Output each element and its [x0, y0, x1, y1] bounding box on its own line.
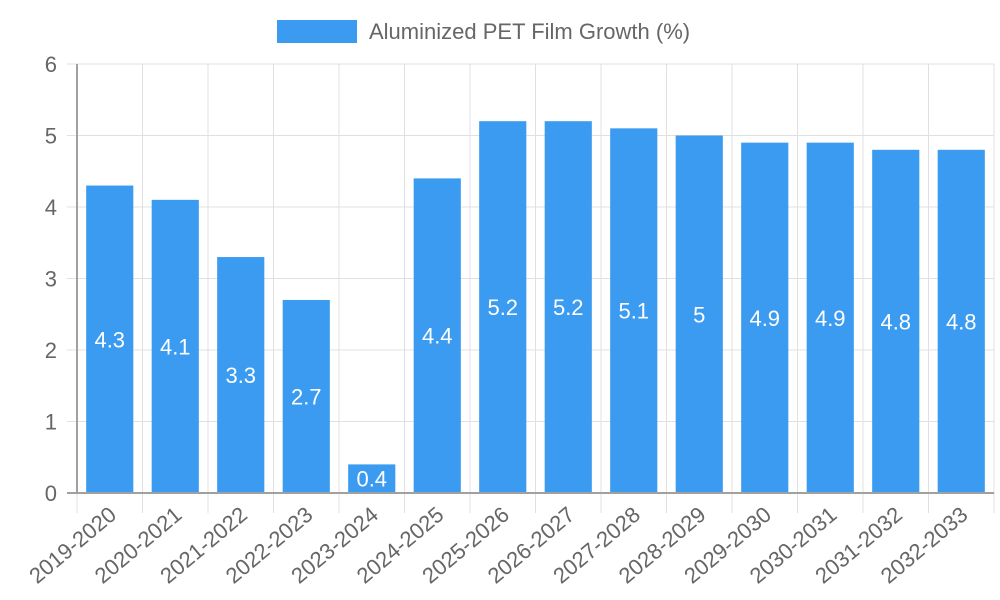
y-tick-label: 3 [45, 267, 57, 292]
bar[interactable] [741, 142, 789, 493]
bar[interactable] [413, 178, 461, 493]
y-axis-ticks: 0 1 2 3 4 5 6 [45, 52, 57, 506]
bar-2027-2028[interactable]: 5.1 [610, 128, 658, 493]
bar-value-label: 3.3 [225, 363, 256, 388]
bar-2031-2032[interactable]: 4.8 [872, 149, 920, 494]
bar-2028-2029[interactable]: 5 [675, 135, 723, 494]
bar[interactable] [282, 299, 330, 493]
bar[interactable] [544, 121, 592, 493]
bar-2025-2026[interactable]: 5.2 [479, 121, 527, 493]
y-tick-label: 6 [45, 52, 57, 77]
bar[interactable] [348, 464, 396, 493]
bar-value-label: 0.4 [356, 467, 387, 492]
bar[interactable] [610, 128, 658, 493]
x-axis-ticks: 2019-20202020-20212021-20222022-20232023… [24, 502, 972, 589]
bar-2032-2033[interactable]: 4.8 [937, 149, 985, 494]
bar[interactable] [675, 135, 723, 494]
bar[interactable] [86, 185, 134, 494]
bar[interactable] [872, 149, 920, 494]
bars: 4.3 4.1 3.3 2.7 0.4 4.4 5.2 5.2 5.1 5 4.9 4.9 4.8 4.8 [86, 121, 985, 494]
y-tick-label: 2 [45, 338, 57, 363]
bar-2022-2023[interactable]: 2.7 [282, 299, 330, 493]
gridlines [67, 63, 995, 513]
bar-value-label: 4.1 [160, 334, 191, 359]
bar-2021-2022[interactable]: 3.3 [217, 257, 265, 493]
bar[interactable] [937, 149, 985, 494]
bar-value-label: 2.7 [291, 384, 322, 409]
bar[interactable] [217, 257, 265, 493]
y-tick-label: 1 [45, 410, 57, 435]
bar-2030-2031[interactable]: 4.9 [806, 142, 854, 493]
legend-label: Aluminized PET Film Growth (%) [369, 19, 690, 44]
y-tick-label: 5 [45, 124, 57, 149]
bar-2023-2024[interactable]: 0.4 [348, 464, 396, 493]
axes [67, 64, 994, 494]
bar-value-label: 4.3 [94, 327, 125, 352]
bar-value-label: 4.8 [880, 309, 911, 334]
y-tick-label: 4 [45, 195, 57, 220]
legend-swatch [277, 20, 357, 43]
bar-2026-2027[interactable]: 5.2 [544, 121, 592, 493]
bar-2020-2021[interactable]: 4.1 [151, 199, 199, 493]
bar-2029-2030[interactable]: 4.9 [741, 142, 789, 493]
bar-2024-2025[interactable]: 4.4 [413, 178, 461, 493]
bar-value-label: 5.2 [553, 295, 584, 320]
bar[interactable] [806, 142, 854, 493]
bar-value-label: 4.4 [422, 324, 453, 349]
bar-2019-2020[interactable]: 4.3 [86, 185, 134, 494]
y-tick-label: 0 [45, 481, 57, 506]
bar-value-label: 4.9 [815, 306, 846, 331]
bar[interactable] [479, 121, 527, 493]
bar-value-label: 4.9 [749, 306, 780, 331]
legend[interactable]: Aluminized PET Film Growth (%) [277, 19, 690, 44]
bar[interactable] [151, 199, 199, 493]
bar-value-label: 5.1 [618, 299, 649, 324]
bar-value-label: 4.8 [946, 309, 977, 334]
bar-value-label: 5 [693, 302, 705, 327]
bar-value-label: 5.2 [487, 295, 518, 320]
